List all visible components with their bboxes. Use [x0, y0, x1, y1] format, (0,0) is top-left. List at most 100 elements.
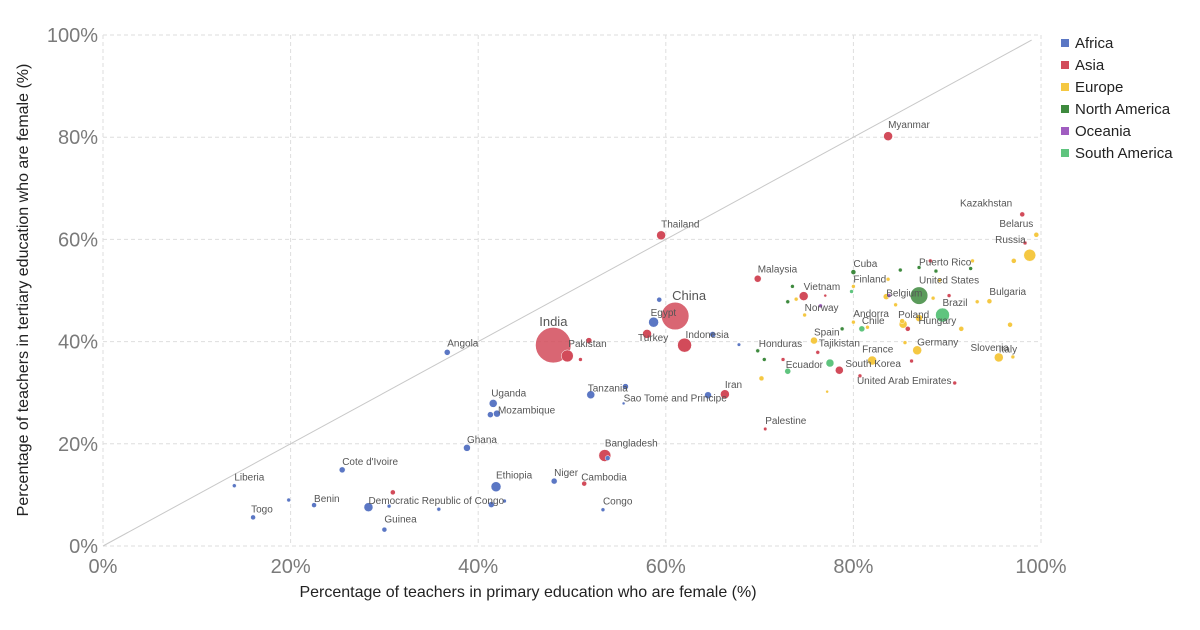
point-russia: [1023, 248, 1036, 262]
legend-swatch-oceania: [1061, 127, 1069, 135]
label-congo: Congo: [603, 497, 633, 508]
point-italy: [994, 352, 1004, 363]
point-oceania-extra-1: [818, 303, 823, 309]
point-united-arab-emirates: [857, 373, 863, 379]
point-asia-extra-7: [928, 258, 933, 264]
point-thailand: [656, 230, 666, 241]
point-africa-extra-8: [604, 455, 611, 461]
label-benin: Benin: [314, 494, 340, 505]
y-axis-label: Percentage of teachers in tertiary educa…: [15, 64, 32, 517]
point-europe-extra-5: [899, 318, 905, 324]
point-indonesia: [677, 337, 692, 353]
point-south-korea: [835, 365, 844, 375]
label-germany: Germany: [917, 337, 958, 348]
point-africa-extra-12: [736, 342, 742, 347]
x-tick-label: 80%: [833, 556, 873, 578]
point-africa-extra-4: [488, 501, 495, 508]
point-andorra: [851, 319, 856, 325]
legend-label-europe: Europe: [1075, 79, 1123, 96]
label-hungary: Hungary: [918, 316, 956, 327]
point-europe-extra-12: [1011, 258, 1017, 264]
point-europe-extra-3: [885, 277, 891, 282]
label-andorra: Andorra: [853, 309, 889, 320]
point-north-america-extra-7: [968, 266, 973, 271]
y-tick-label: 40%: [58, 332, 98, 354]
point-hungary: [958, 326, 965, 332]
label-mozambique: Mozambique: [498, 406, 556, 417]
axis-ticks: 0% 20% 40% 60% 80% 100% 0% 20% 40% 60% 80% 100%: [47, 25, 1067, 578]
y-tick-label: 60%: [58, 229, 98, 251]
point-europe-extra-8: [937, 278, 942, 283]
label-thailand: Thailand: [661, 219, 699, 230]
point-north-america-extra-3: [762, 357, 767, 362]
point-finland: [851, 284, 856, 289]
point-africa-extra-3: [436, 506, 442, 512]
label-brazil: Brazil: [943, 298, 968, 309]
y-tick-label: 100%: [47, 25, 98, 47]
point-kazakhstan: [1019, 211, 1025, 218]
label-belarus: Belarus: [999, 219, 1033, 230]
point-europe-extra-4: [893, 302, 898, 308]
point-labels: India China Indonesia Pakistan Turkey Egypt Th…: [234, 120, 1033, 525]
legend-label-africa: Africa: [1075, 35, 1114, 52]
x-tick-label: 100%: [1015, 556, 1066, 578]
point-cambodia: [581, 480, 587, 487]
label-bulgaria: Bulgaria: [989, 287, 1026, 298]
label-cuba: Cuba: [853, 259, 877, 270]
point-asia-extra-1: [952, 380, 957, 386]
point-europe-extra-10: [974, 299, 980, 304]
label-ethiopia: Ethiopia: [496, 471, 533, 482]
point-europe-extra-13: [902, 340, 908, 345]
point-congo: [600, 507, 606, 512]
point-slovenia: [1010, 354, 1016, 360]
point-asia-extra-6: [1022, 240, 1028, 246]
legend-swatch-south-america: [1061, 149, 1069, 157]
data-points: [232, 131, 1040, 533]
point-africa-extra-11: [709, 331, 716, 338]
legend-label-oceania: Oceania: [1075, 123, 1132, 140]
point-europe-extra-2: [825, 389, 829, 394]
label-united-states: United States: [919, 276, 979, 287]
point-africa-extra-1: [286, 497, 291, 503]
point-ecuador: [784, 367, 791, 375]
label-angola: Angola: [447, 338, 479, 349]
point-asia-extra-9: [823, 293, 828, 298]
point-africa-extra-6: [487, 411, 494, 418]
label-bangladesh: Bangladesh: [605, 439, 658, 450]
legend: Africa Asia Europe North America Oceania Sout…: [1061, 35, 1173, 162]
label-chile: Chile: [862, 316, 885, 327]
label-china: China: [672, 288, 707, 303]
point-liberia: [232, 483, 237, 488]
point-asia-extra-3: [905, 326, 911, 332]
label-guinea: Guinea: [384, 515, 417, 526]
label-india: India: [539, 314, 568, 329]
point-honduras: [755, 348, 760, 354]
point-europe-extra-7: [930, 295, 936, 301]
point-chile: [858, 325, 866, 333]
y-tick-label: 20%: [58, 434, 98, 456]
label-niger: Niger: [554, 468, 579, 479]
label-poland: Poland: [898, 310, 929, 321]
point-europe-extra-11: [1007, 321, 1013, 328]
point-europe-extra-9: [970, 258, 975, 264]
point-belarus: [1033, 232, 1040, 238]
point-sao-tome-and-principe: [621, 401, 626, 406]
label-pakistan: Pakistan: [568, 339, 606, 350]
label-norway: Norway: [805, 303, 839, 314]
y-tick-label: 0%: [69, 536, 98, 558]
point-spain: [810, 336, 818, 345]
x-tick-label: 40%: [458, 556, 498, 578]
label-turkey: Turkey: [638, 333, 668, 344]
point-asia-extra-4: [909, 358, 914, 364]
label-liberia: Liberia: [234, 473, 264, 484]
point-africa-14: [585, 337, 593, 344]
point-tanzania: [586, 390, 596, 399]
point-asia-extra-5: [946, 293, 952, 298]
x-tick-label: 20%: [271, 556, 311, 578]
label-slovenia: Slovenia: [971, 343, 1010, 354]
x-axis-label: Percentage of teachers in primary educat…: [299, 584, 756, 601]
reference-line-y-equals-x: [102, 39, 1032, 547]
x-tick-label: 60%: [646, 556, 686, 578]
point-ethiopia: [490, 481, 502, 492]
point-oceania-extra-2: [886, 293, 892, 298]
